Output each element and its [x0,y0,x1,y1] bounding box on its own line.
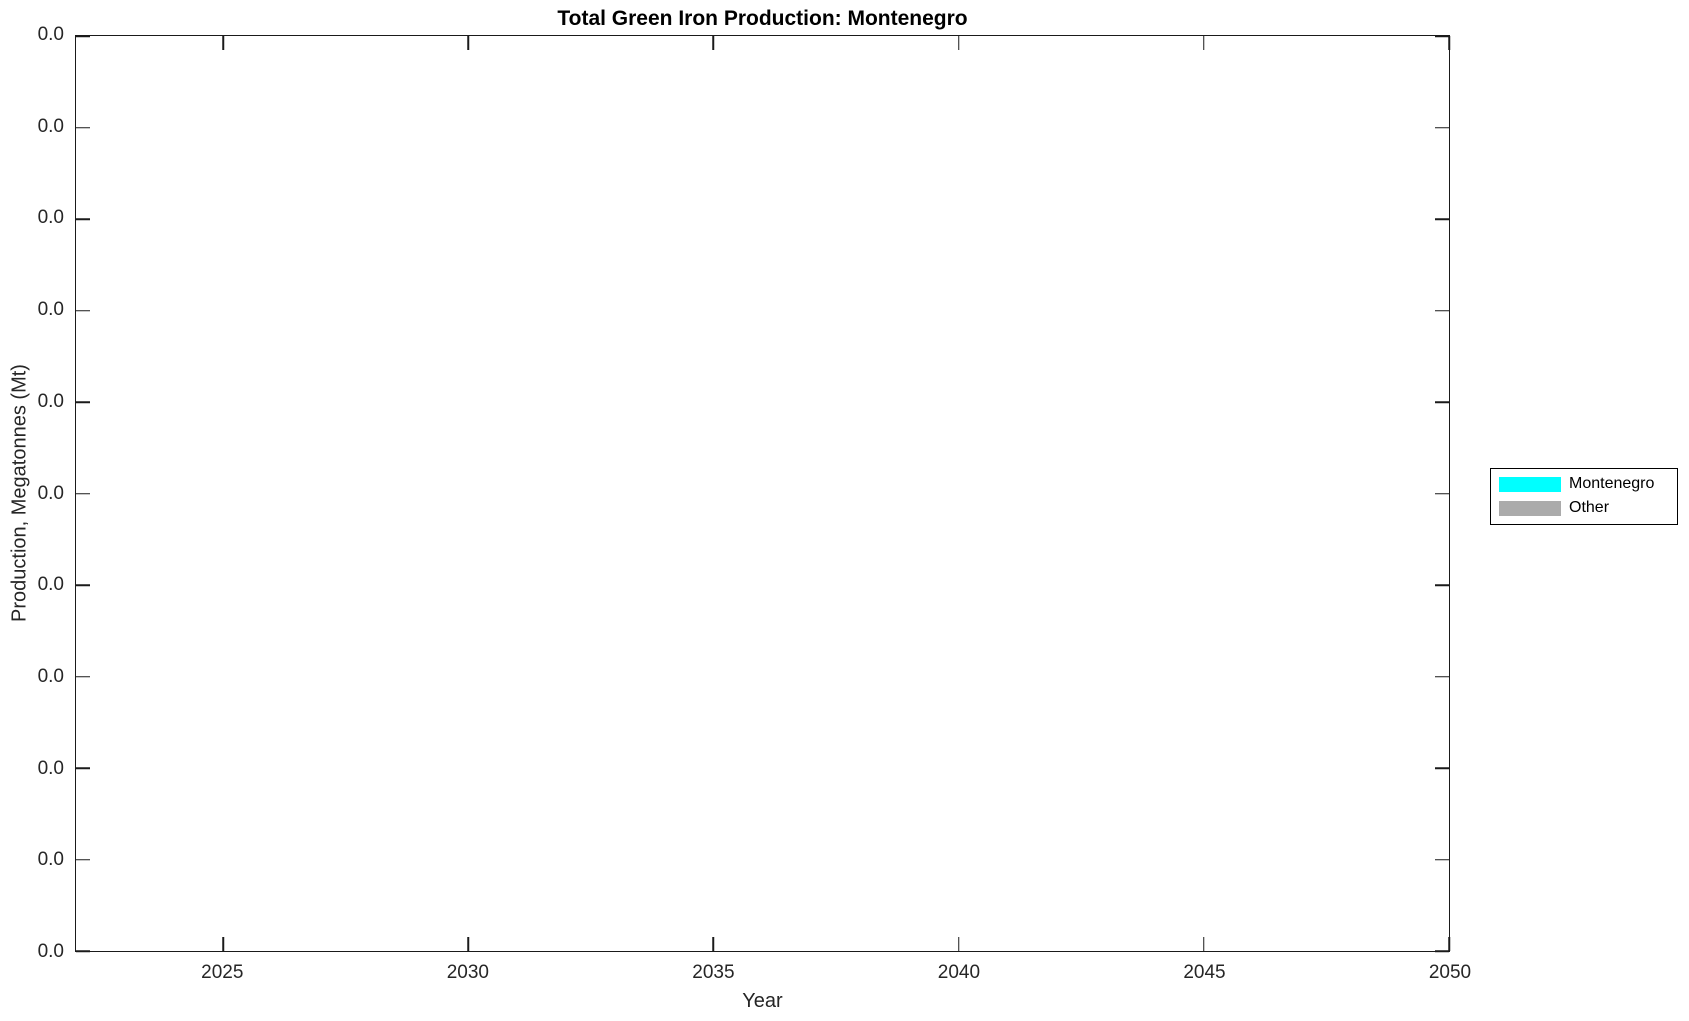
y-tick-mark-left [76,584,90,586]
x-tick-mark-top [712,36,715,50]
y-tick-mark-right [1435,675,1449,678]
y-tick-label: 0.0 [37,482,64,504]
x-tick-label: 2050 [1428,962,1472,983]
x-tick-mark-top [957,36,960,50]
y-tick-mark-left [76,950,90,952]
y-tick-mark-left [76,218,90,220]
legend: Montenegro Other [1490,468,1678,525]
legend-label: Other [1569,499,1610,516]
y-tick-label: 0.0 [37,115,64,137]
x-tick-label: 2040 [937,962,981,983]
x-tick-mark-bottom [1448,937,1450,951]
x-tick-mark-top [467,36,470,50]
x-tick-label: 2025 [201,962,244,983]
y-tick-mark-right [1435,492,1449,495]
y-tick-label: 0.0 [37,941,64,962]
x-tick-label: 2045 [1183,962,1226,983]
y-tick-label: 0.0 [37,665,64,687]
y-tick-mark-right [1435,858,1449,861]
x-tick-mark-bottom [712,937,715,951]
y-tick-label: 0.0 [37,24,64,45]
x-tick-mark-bottom [467,937,470,951]
legend-item: Other [1499,499,1669,517]
y-tick-mark-left [76,858,90,861]
legend-swatch-montenegro [1499,476,1561,492]
plot-area [75,35,1450,952]
y-tick-mark-right [1435,950,1449,952]
chart-title: Total Green Iron Production: Montenegro [557,7,968,30]
x-tick-mark-top [1448,36,1450,50]
y-tick-mark-right [1435,767,1449,769]
x-tick-mark-bottom [1203,937,1205,951]
y-tick-label: 0.0 [37,207,64,229]
y-tick-label: 0.0 [37,574,64,596]
x-tick-label: 2035 [692,962,735,983]
y-tick-label: 0.0 [37,299,64,321]
y-tick-mark-right [1435,35,1449,37]
y-tick-mark-right [1435,584,1449,586]
y-tick-label: 0.0 [37,757,64,779]
y-tick-mark-left [76,35,90,37]
x-tick-mark-top [1203,36,1205,50]
y-tick-mark-right [1435,218,1449,220]
legend-label: Montenegro [1569,475,1655,492]
y-tick-mark-right [1435,309,1449,312]
y-tick-label: 0.0 [37,849,64,871]
legend-item: Montenegro [1499,475,1669,493]
x-tick-mark-bottom [222,937,224,951]
y-tick-label: 0.0 [37,390,64,412]
y-tick-mark-left [76,309,90,312]
y-tick-mark-right [1435,126,1449,129]
legend-swatch-other [1499,500,1561,516]
x-tick-mark-top [222,36,224,50]
y-tick-mark-left [76,401,90,403]
y-tick-mark-left [76,767,90,769]
x-axis-label: Year [742,990,783,1012]
x-tick-label: 2030 [446,962,489,983]
y-tick-mark-left [76,126,90,129]
y-tick-mark-left [76,492,90,495]
y-tick-mark-right [1435,401,1449,403]
y-tick-mark-left [76,675,90,678]
x-tick-mark-bottom [957,937,960,951]
